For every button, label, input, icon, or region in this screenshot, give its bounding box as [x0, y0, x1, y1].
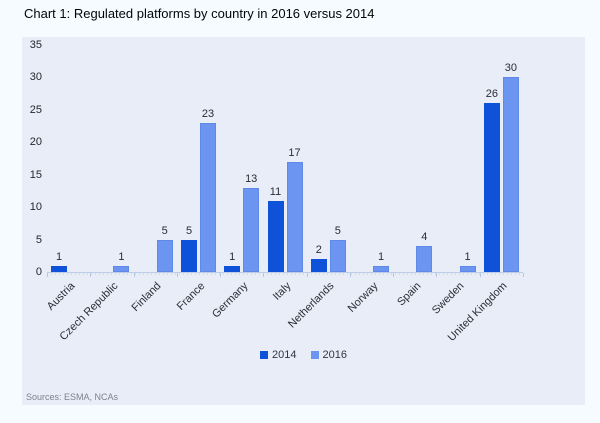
- bar-2014-france: [181, 239, 197, 272]
- axis-tick: [134, 273, 135, 277]
- value-label-2014-france: 5: [185, 224, 193, 237]
- value-label-2014-germany: 1: [229, 250, 236, 263]
- y-tick-label-5: 5: [35, 233, 42, 246]
- axis-tick: [90, 273, 91, 277]
- bar-2016-france: [200, 122, 216, 272]
- y-tick-label-30: 30: [29, 71, 42, 84]
- value-label-2016-united-kingdom: 30: [504, 62, 518, 75]
- axis-tick: [393, 273, 394, 277]
- bar-2016-spain: [416, 246, 433, 272]
- value-label-2016-italy: 17: [288, 146, 301, 159]
- bar-2016-united-kingdom: [502, 77, 519, 272]
- bar-2014-netherlands: [310, 259, 327, 272]
- x-axis-line: [47, 272, 523, 273]
- axis-tick: [523, 273, 524, 277]
- axis-tick: [480, 273, 481, 277]
- plot-area: 1 1 5 5 23 1 13 11 17 2 5 1 4 1 26 30: [47, 45, 523, 272]
- bar-2016-norway: [373, 265, 389, 272]
- axis-tick: [47, 273, 48, 277]
- bar-2014-austria: [51, 265, 68, 272]
- axis-tick: [436, 273, 437, 277]
- axis-tick: [220, 273, 221, 277]
- bar-2016-finland: [156, 239, 173, 272]
- value-label-2016-netherlands: 5: [334, 224, 341, 237]
- bar-2016-sweden: [459, 265, 476, 272]
- axis-tick: [350, 273, 351, 277]
- y-tick-label-35: 35: [29, 39, 42, 51]
- x-axis-minor-ticks: [47, 273, 523, 275]
- axis-tick: [263, 273, 264, 277]
- y-tick-label-20: 20: [29, 136, 42, 149]
- value-label-2014-united-kingdom: 26: [485, 88, 499, 101]
- value-label-2016-czech-republic: 1: [118, 250, 125, 263]
- value-label-2014-austria: 1: [56, 250, 63, 263]
- value-label-2016-germany: 13: [245, 172, 258, 185]
- chart-title: Chart 1: Regulated platforms by country …: [24, 6, 375, 21]
- bar-2014-germany: [224, 265, 241, 272]
- y-tick-label-0: 0: [35, 266, 42, 278]
- source-note: Sources: ESMA, NCAs: [26, 392, 119, 402]
- legend-label-2014: 2014: [272, 349, 297, 361]
- bar-2016-czech-republic: [113, 265, 130, 272]
- value-label-2016-spain: 4: [421, 231, 428, 244]
- y-tick-label-25: 25: [29, 103, 42, 116]
- legend-item-2016: 2016: [310, 349, 347, 361]
- y-tick-label-10: 10: [29, 201, 42, 214]
- y-tick-label-15: 15: [29, 168, 42, 181]
- legend: 2014 2016: [22, 349, 585, 361]
- bar-2014-italy: [267, 200, 284, 272]
- value-label-2014-netherlands: 2: [315, 244, 322, 256]
- legend-swatch-2014: [260, 351, 269, 359]
- axis-tick: [307, 273, 308, 277]
- legend-label-2016: 2016: [322, 349, 347, 361]
- bar-2016-italy: [286, 161, 303, 272]
- bar-2014-united-kingdom: [483, 103, 500, 272]
- value-label-2016-sweden: 1: [464, 250, 471, 263]
- value-label-2016-norway: 1: [377, 250, 385, 263]
- axis-tick: [177, 273, 178, 277]
- value-label-2014-italy: 11: [269, 185, 282, 198]
- legend-swatch-2016: [310, 351, 319, 359]
- legend-item-2014: 2014: [260, 349, 297, 361]
- value-label-2016-finland: 5: [161, 224, 168, 237]
- bar-2016-netherlands: [329, 239, 346, 272]
- chart-panel: 1 1 5 5 23 1 13 11 17 2 5 1 4 1 26 30 0 5 10 15 20 25 30 35 Aus…: [22, 37, 585, 405]
- bar-2016-germany: [243, 187, 260, 272]
- value-label-2016-france: 23: [201, 107, 215, 120]
